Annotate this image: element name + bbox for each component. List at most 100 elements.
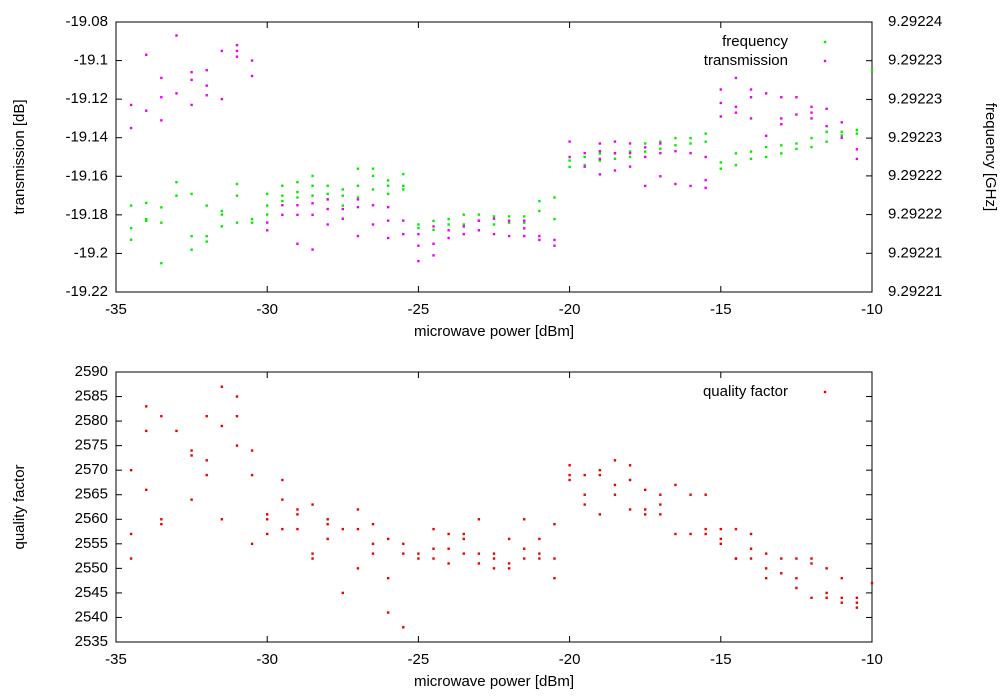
scatter-point <box>795 142 798 145</box>
y2-tick-label: 9.29221 <box>888 244 942 261</box>
scatter-point <box>160 522 163 526</box>
scatter-point <box>371 542 375 546</box>
scatter-point <box>402 552 405 555</box>
scatter-point <box>326 518 329 521</box>
scatter-point <box>507 219 511 222</box>
scatter-point <box>568 464 571 467</box>
scatter-point <box>538 234 541 238</box>
scatter-point <box>220 213 224 216</box>
scatter-point <box>523 557 526 560</box>
scatter-point <box>583 155 586 159</box>
scatter-point <box>281 199 284 203</box>
scatter-point <box>145 201 148 205</box>
scatter-point <box>704 527 707 531</box>
scatter-point <box>447 547 450 550</box>
scatter-point <box>719 537 722 541</box>
scatter-point <box>371 223 375 226</box>
scatter-point <box>704 493 707 496</box>
scatter-point <box>568 140 571 143</box>
y-tick-label: 2540 <box>75 608 108 625</box>
scatter-point <box>447 229 450 232</box>
scatter-point <box>568 155 571 159</box>
scatter-point <box>235 49 239 53</box>
scatter-point <box>266 532 269 536</box>
scatter-point <box>492 232 496 236</box>
scatter-point <box>553 217 556 221</box>
scatter-point <box>402 232 405 236</box>
scatter-point <box>492 217 496 220</box>
scatter-point <box>311 174 314 178</box>
scatter-point <box>734 557 738 560</box>
scatter-point <box>674 532 677 536</box>
scatter-point <box>523 219 526 222</box>
scatter-point <box>477 213 481 216</box>
y-axis-label: transmission [dB] <box>11 99 28 214</box>
scatter-point <box>417 552 420 555</box>
scatter-point <box>764 155 768 159</box>
y2-tick-label: 9.29222 <box>888 206 942 223</box>
scatter-point <box>795 113 798 116</box>
plot-frame <box>115 21 873 293</box>
scatter-point <box>175 429 178 433</box>
scatter-point <box>825 107 828 110</box>
scatter-point <box>447 532 450 536</box>
scatter-point <box>492 223 496 226</box>
scatter-point <box>810 557 813 560</box>
y-tick-label: 2575 <box>75 437 108 454</box>
scatter-point <box>689 184 692 188</box>
legend-label: frequency <box>722 33 788 50</box>
scatter-point <box>583 163 586 167</box>
scatter-point <box>507 567 511 570</box>
x-tick-label: -25 <box>408 301 430 318</box>
scatter-point <box>749 157 753 160</box>
scatter-point <box>145 217 148 221</box>
scatter-point <box>220 49 224 53</box>
scatter-point <box>190 454 193 457</box>
scatter-point <box>220 209 224 213</box>
scatter-point <box>160 119 163 122</box>
y-tick-label: 2570 <box>75 461 108 478</box>
scatter-point <box>402 172 405 176</box>
scatter-point <box>160 262 163 265</box>
scatter-point <box>250 217 254 221</box>
scatter-point <box>598 142 602 145</box>
scatter-point <box>462 552 465 555</box>
scatter-point <box>795 147 798 151</box>
scatter-point <box>855 601 859 604</box>
scatter-point <box>840 134 843 137</box>
scatter-point <box>840 136 843 139</box>
y2-axis-label: frequency [GHz] <box>982 103 999 211</box>
scatter-point <box>840 130 843 133</box>
scatter-point <box>326 537 329 541</box>
scatter-point <box>553 557 556 560</box>
scatter-point <box>250 221 254 224</box>
scatter-point <box>447 223 450 226</box>
scatter-point <box>598 150 602 153</box>
y-tick-label: 2555 <box>75 535 108 552</box>
scatter-point <box>129 126 133 130</box>
scatter-point <box>628 165 632 168</box>
scatter-point <box>175 181 178 184</box>
scatter-point <box>855 596 859 600</box>
scatter-point <box>689 532 692 536</box>
scatter-point <box>371 204 375 207</box>
y-tick-label: 2585 <box>75 388 108 405</box>
scatter-point <box>583 473 586 477</box>
scatter-point <box>613 169 617 172</box>
scatter-point <box>674 483 677 487</box>
scatter-point <box>538 238 541 242</box>
scatter-point <box>311 552 314 555</box>
scatter-point <box>523 547 526 550</box>
scatter-point <box>870 581 874 585</box>
scatter-point <box>311 503 314 506</box>
scatter-point <box>855 128 859 132</box>
x-tick-label: -15 <box>710 301 732 318</box>
scatter-point <box>659 140 662 143</box>
scatter-point <box>810 105 813 109</box>
scatter-point <box>659 151 662 155</box>
scatter-point <box>628 508 632 511</box>
x-tick-label: -20 <box>559 651 581 668</box>
scatter-point <box>296 508 299 511</box>
scatter-point <box>386 184 390 187</box>
scatter-point <box>129 103 133 107</box>
